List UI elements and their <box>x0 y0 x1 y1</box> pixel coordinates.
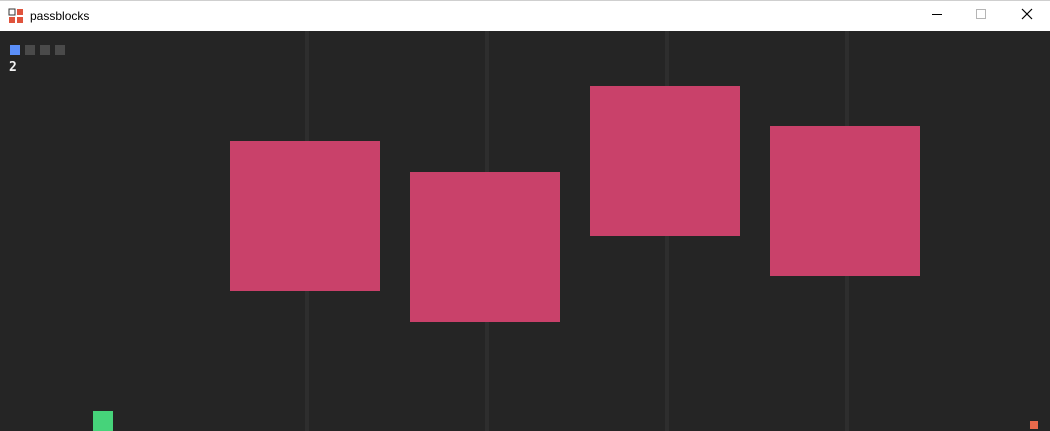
maximize-icon <box>975 7 987 25</box>
passblocks-app-icon <box>8 8 24 24</box>
obstacle-block <box>770 126 920 276</box>
close-button[interactable] <box>1004 1 1050 31</box>
life-square <box>55 45 65 55</box>
obstacle-block <box>590 86 740 236</box>
maximize-button[interactable] <box>958 1 1004 31</box>
obstacle-block <box>410 172 560 322</box>
life-square <box>40 45 50 55</box>
obstacle-block <box>230 141 380 291</box>
game-canvas[interactable]: 2 <box>0 31 1050 431</box>
close-icon <box>1021 7 1033 25</box>
window-title: passblocks <box>30 9 90 23</box>
goal-marker <box>1030 421 1038 429</box>
title-bar[interactable]: passblocks <box>0 0 1050 31</box>
lives-indicator <box>10 45 65 55</box>
score-counter: 2 <box>9 60 17 75</box>
life-square <box>10 45 20 55</box>
minimize-icon <box>931 7 943 25</box>
life-square <box>25 45 35 55</box>
minimize-button[interactable] <box>914 1 960 31</box>
player-block <box>93 411 113 431</box>
